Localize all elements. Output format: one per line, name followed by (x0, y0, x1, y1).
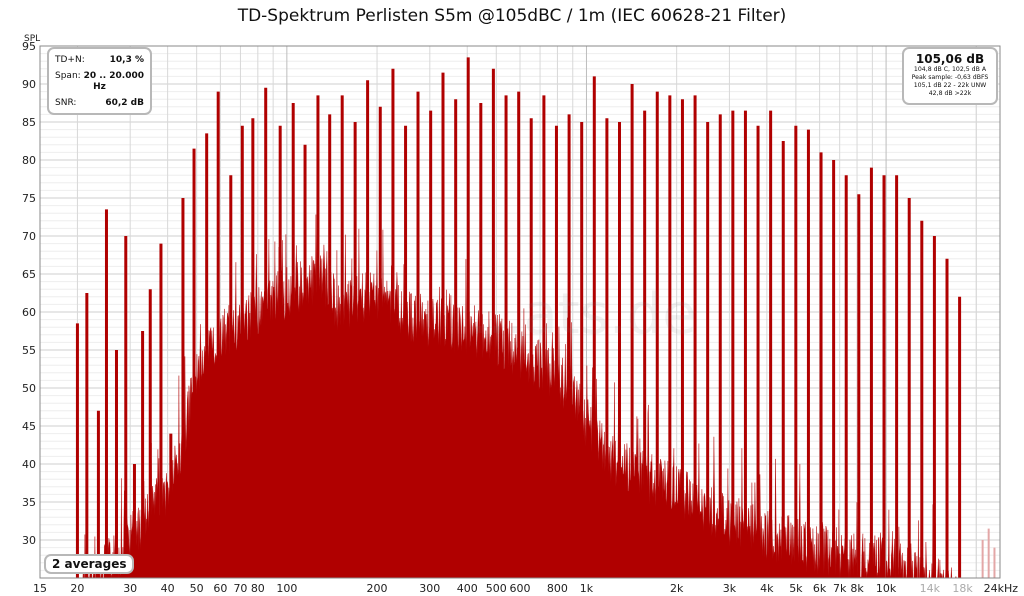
x-tick-label: 14k (920, 582, 941, 595)
x-tick-label: 4k (760, 582, 774, 595)
level-info-box: 105,06 dB 104,8 dB C, 102,5 dB A Peak sa… (902, 47, 998, 105)
x-tick-label: 24kHz (984, 582, 1019, 595)
y-tick-label: 35 (22, 496, 36, 509)
tdn-value: 10,3 % (109, 55, 144, 65)
unweighted-level: 105,1 dB 22 - 22k UNW (913, 82, 987, 89)
tdn-label: TD+N: (55, 55, 85, 65)
x-tick-label: 60 (213, 582, 227, 595)
y-tick-label: 60 (22, 306, 36, 319)
x-tick-label: 800 (547, 582, 568, 595)
x-tick-label: 300 (419, 582, 440, 595)
y-tick-label: 65 (22, 268, 36, 281)
y-tick-label: 90 (22, 78, 36, 91)
y-tick-label: 40 (22, 458, 36, 471)
peak-sample: Peak sample: -0,63 dBFS (911, 74, 989, 81)
chart-title: TD-Spektrum Perlisten S5m @105dBC / 1m (… (237, 6, 787, 26)
y-tick-label: 75 (22, 192, 36, 205)
x-tick-label: 8k (850, 582, 864, 595)
x-tick-label: 18k (952, 582, 973, 595)
weighted-levels: 104,8 dB C, 102,5 dB A (913, 66, 987, 73)
x-tick-label: 1k (580, 582, 594, 595)
watermark: ...ats.de (470, 282, 697, 347)
y-axis-label: SPL (24, 34, 40, 44)
x-tick-label: 50 (190, 582, 204, 595)
total-level: 105,06 dB (915, 52, 985, 66)
y-tick-label: 85 (22, 116, 36, 129)
x-tick-label: 15 (33, 582, 47, 595)
x-tick-label: 2k (670, 582, 684, 595)
snr-label: SNR: (55, 98, 77, 108)
span-label: Span: (55, 71, 81, 81)
y-tick-label: 45 (22, 420, 36, 433)
span-unit: Hz (93, 82, 106, 92)
averages-badge: 2 averages (44, 554, 135, 574)
x-tick-label: 30 (123, 582, 137, 595)
x-tick-label: 3k (723, 582, 737, 595)
x-tick-label: 400 (457, 582, 478, 595)
x-tick-label: 80 (251, 582, 265, 595)
x-tick-label: 5k (789, 582, 803, 595)
y-tick-label: 55 (22, 344, 36, 357)
x-tick-label: 7k (833, 582, 847, 595)
tone-peaks (75, 57, 996, 578)
x-tick-label: 6k (813, 582, 827, 595)
plot-frame (39, 45, 1001, 579)
x-tick-label: 500 (486, 582, 507, 595)
y-tick-label: 80 (22, 154, 36, 167)
x-tick-label: 40 (161, 582, 175, 595)
y-tick-label: 30 (22, 534, 36, 547)
snr-value: 60,2 dB (105, 98, 144, 108)
measurement-info-box: TD+N: 10,3 % Span: 20 .. 20.000 Hz SNR: … (47, 47, 152, 115)
x-tick-label: 200 (367, 582, 388, 595)
x-tick-label: 100 (276, 582, 297, 595)
ultrasonic-level: 42,8 dB >22k (928, 90, 972, 97)
x-tick-label: 70 (233, 582, 247, 595)
y-tick-label: 50 (22, 382, 36, 395)
x-tick-label: 10k (876, 582, 897, 595)
y-tick-label: 70 (22, 230, 36, 243)
x-tick-label: 20 (70, 582, 84, 595)
span-value: 20 .. 20.000 (83, 71, 144, 81)
x-tick-label: 600 (510, 582, 531, 595)
y-tick-label: 95 (22, 40, 36, 53)
